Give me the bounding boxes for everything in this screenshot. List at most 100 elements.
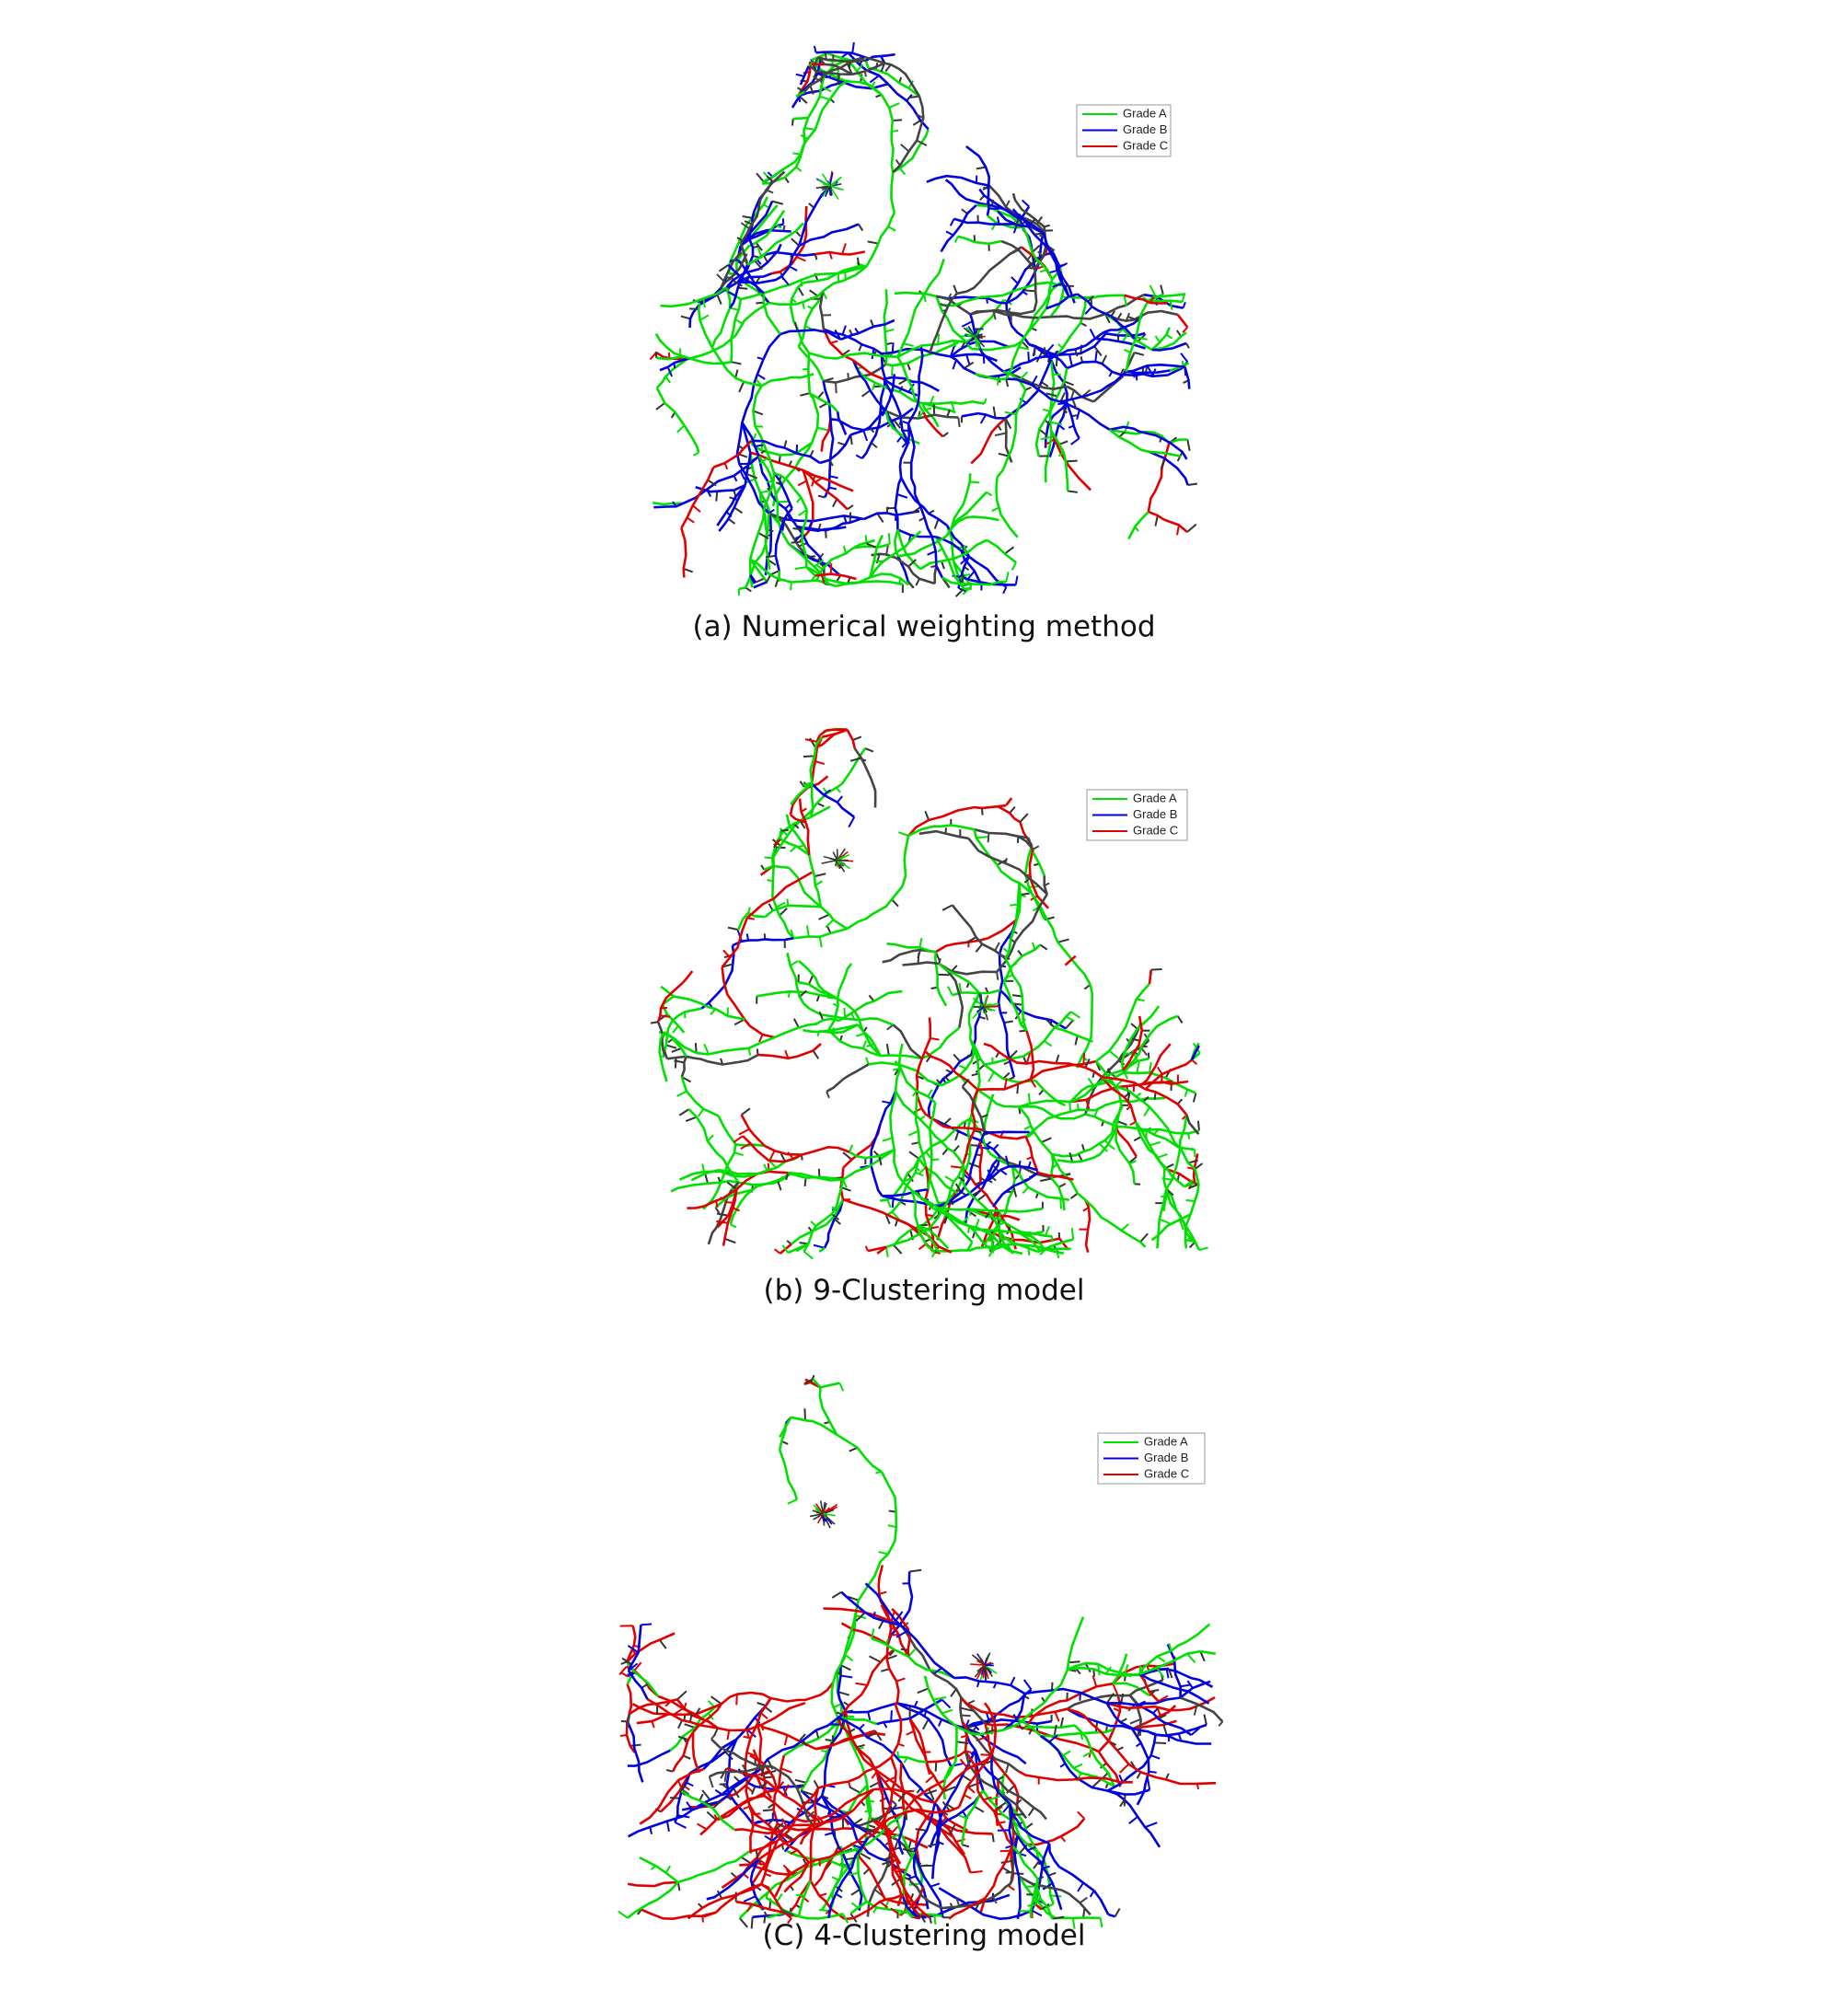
pipe [752,1749,767,1797]
pipe [917,1224,940,1253]
pipe-stub [710,1733,717,1741]
pipe-stub [851,41,855,53]
pipe [749,1753,779,1791]
pipe-stub [996,216,1000,225]
pipe-knot [822,173,831,187]
pipe [1151,341,1187,352]
pipe-stub [864,747,874,753]
pipe-stub [633,1661,642,1671]
pipe-stub [954,1130,960,1141]
pipe-stub [1185,342,1190,349]
pipe [897,535,947,558]
pipe-stub [676,1690,687,1701]
pipe-stub [791,119,794,126]
pipe-stub [641,1623,653,1626]
pipe [864,60,870,69]
pipe-stub [906,1729,915,1736]
pipe [627,1880,678,1888]
pipe [880,94,895,173]
pipe-stub [1005,378,1010,387]
pipe-stub [666,366,674,377]
pipe-stub [791,237,800,247]
pipe [940,203,977,253]
pipe [908,1718,945,1792]
pipe [900,477,948,526]
pipe-stub [816,426,828,432]
pipe [928,293,958,355]
pipe-stub [1031,1909,1043,1917]
pipe-stub [1001,1237,1011,1242]
pipe [840,1590,902,1627]
pipe-stub [1087,295,1094,303]
pipe [715,1882,762,1914]
pipe-stub [927,549,937,556]
pipe [770,1682,835,1703]
pipe [788,1171,844,1182]
pipe [921,1654,963,1699]
pipe [907,824,975,838]
pipe [680,1789,735,1832]
pipe-stub [966,570,976,580]
pipe [774,1017,840,1039]
pipe [1127,1763,1217,1786]
pipe-stub [745,586,752,593]
pipe-stub [918,937,923,948]
pipe-stub [1167,1668,1173,1679]
pipe [680,1056,688,1078]
pipe-stub [1105,1693,1115,1705]
pipe [660,985,675,998]
pipe-stub [1050,1682,1054,1691]
pipe [864,1582,902,1626]
pipe [655,387,700,454]
pipe-stub [928,1843,939,1847]
pipe-stub [1003,1020,1013,1024]
pipe [1150,327,1171,351]
pipe [814,1845,840,1887]
pipe-stub [1084,306,1093,315]
pipe-stub [828,486,837,491]
pipe-stub [892,1867,906,1871]
pipe-stub [727,517,736,525]
pipe-stub [714,1207,721,1214]
pipe [758,243,782,271]
pipe [739,242,749,266]
pipe-stub [799,781,805,788]
pipe-stub [1182,326,1189,333]
pipe-stub [941,1708,953,1715]
pipe [786,953,811,1010]
pipe [676,1698,719,1729]
pipe-stub [814,1729,820,1739]
pipe-stub [733,1018,745,1026]
pipe [636,1713,669,1725]
pipe [639,1856,679,1883]
pipe-stub [991,506,999,513]
pipe [738,586,746,591]
pipe [984,1845,1014,1900]
pipe-stub [886,1654,897,1660]
pipe-stub [806,555,816,559]
pipe [810,736,824,784]
pipe-stub [937,973,950,977]
pipe-knot [984,1664,993,1678]
pipe-stub [941,1698,952,1709]
pipe-stub [976,836,988,839]
pipe [894,477,903,530]
pipe-stub [1002,1071,1011,1080]
pipe [1034,1079,1067,1107]
pipe-stub [799,989,808,998]
pipe [1017,1770,1073,1782]
pipe-stub [767,1818,775,1826]
pipe [749,574,757,584]
pipe-knot [815,1511,824,1515]
pipe-stub [903,1876,912,1881]
pipe-stub [923,293,927,303]
pipe [710,1738,774,1768]
pipe-stub [930,1882,941,1888]
pipe [1128,1678,1164,1696]
pipe-stub [855,1612,866,1622]
pipe-stub [757,1770,770,1776]
pipe [1127,511,1149,540]
pipe-stub [954,1183,963,1193]
pipe [1045,279,1054,309]
